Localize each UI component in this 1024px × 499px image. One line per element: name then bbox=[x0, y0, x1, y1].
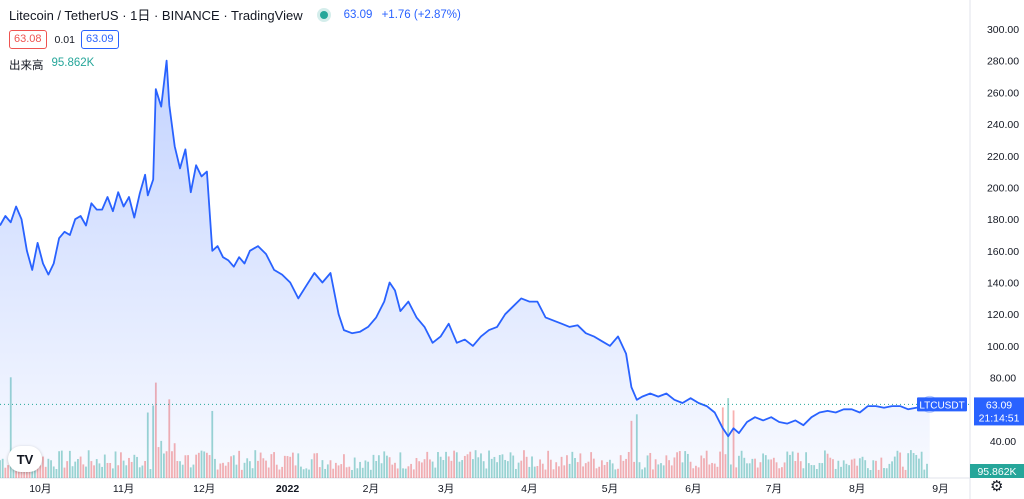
volume-value: 95.862K bbox=[51, 57, 95, 69]
gear-icon[interactable]: ⚙ bbox=[990, 478, 1004, 495]
y-tick-label: 280.00 bbox=[987, 56, 1019, 68]
quote-summary: 63.09 +1.76 (+2.87%) bbox=[344, 9, 467, 21]
x-tick-label: 8月 bbox=[849, 483, 865, 495]
sell-button[interactable]: 63.08 bbox=[9, 30, 47, 49]
y-tick-label: 40.00 bbox=[990, 436, 1016, 448]
symbol-title[interactable]: Litecoin / TetherUS · 1日 · BINANCE · Tra… bbox=[9, 8, 303, 23]
countdown-label: 21:14:51 bbox=[979, 412, 1020, 424]
volume-label[interactable]: 出来高 bbox=[9, 60, 44, 72]
x-tick-label: 10月 bbox=[29, 483, 51, 495]
y-tick-label: 220.00 bbox=[987, 151, 1019, 163]
series-area bbox=[0, 60, 930, 478]
x-tick-label: 7月 bbox=[766, 483, 782, 495]
y-tick-label: 80.00 bbox=[990, 373, 1016, 385]
x-tick-label: 11月 bbox=[113, 483, 134, 495]
quote-row: 63.08 0.01 63.09 bbox=[9, 30, 119, 49]
y-tick-label: 200.00 bbox=[987, 182, 1019, 194]
price-axis-label: 63.09 bbox=[986, 399, 1012, 411]
x-tick-label: 9月 bbox=[932, 483, 948, 495]
volume-badge-box bbox=[970, 464, 1024, 478]
price-change: +1.76 (+2.87%) bbox=[381, 8, 461, 21]
volume-legend: 出来高 95.862K bbox=[9, 57, 94, 73]
x-tick-label: 2022 bbox=[276, 483, 300, 495]
symbol-label[interactable]: LTCUSDT bbox=[919, 400, 964, 411]
x-tick-label: 3月 bbox=[438, 483, 454, 495]
x-tick-label: 4月 bbox=[521, 483, 537, 495]
legend-header: Litecoin / TetherUS · 1日 · BINANCE · Tra… bbox=[9, 5, 467, 24]
y-tick-label: 260.00 bbox=[987, 87, 1019, 99]
x-tick-label: 6月 bbox=[685, 483, 701, 495]
price-axis-label-box bbox=[974, 397, 1024, 426]
x-tick-label: 2月 bbox=[363, 483, 379, 495]
y-tick-label: 120.00 bbox=[987, 309, 1019, 321]
buy-button[interactable]: 63.09 bbox=[80, 30, 119, 49]
series-line[interactable] bbox=[0, 59, 930, 438]
tradingview-logo-icon[interactable]: TV bbox=[8, 446, 42, 472]
y-tick-label: 300.00 bbox=[987, 24, 1019, 36]
last-price: 63.09 bbox=[343, 8, 373, 21]
volume-badge: 95.862K bbox=[977, 466, 1016, 478]
x-tick-label: 5月 bbox=[602, 483, 618, 495]
y-tick-label: 180.00 bbox=[987, 214, 1019, 226]
market-status-icon[interactable] bbox=[319, 10, 328, 19]
y-tick-label: 140.00 bbox=[987, 278, 1019, 290]
y-tick-label: 160.00 bbox=[987, 246, 1019, 258]
y-tick-label: 240.00 bbox=[987, 119, 1019, 131]
x-tick-label: 12月 bbox=[193, 483, 215, 495]
y-tick-label: 100.00 bbox=[987, 341, 1019, 353]
symbol-label-box bbox=[917, 397, 967, 412]
spread-value: 0.01 bbox=[54, 33, 75, 46]
